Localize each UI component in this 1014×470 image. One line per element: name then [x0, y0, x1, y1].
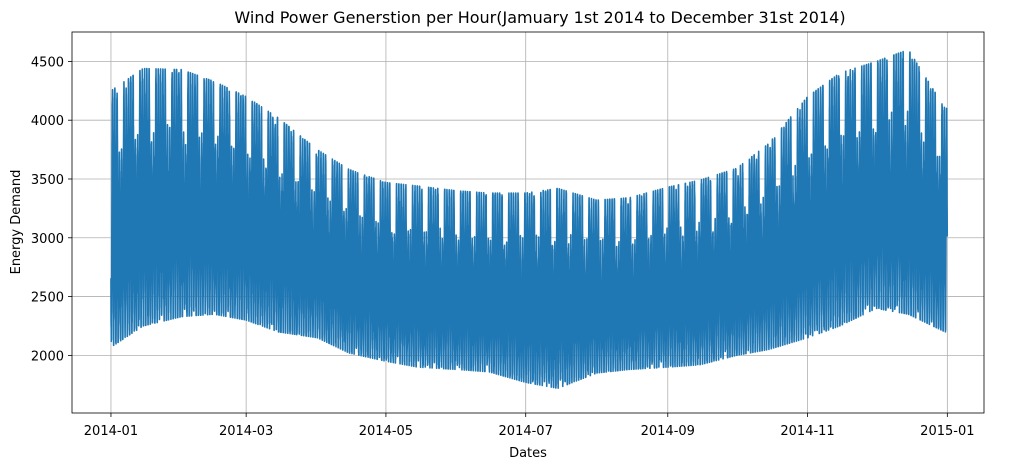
x-tick-label: 2014-11 [780, 424, 834, 439]
x-tick-label: 2014-07 [499, 424, 553, 439]
y-tick-label: 4000 [31, 114, 64, 129]
plot-frame [71, 31, 985, 414]
x-tick-label: 2014-01 [84, 424, 138, 439]
y-tick-label: 2000 [31, 349, 64, 364]
y-tick-label: 2500 [31, 291, 64, 306]
y-tick-label: 3500 [31, 173, 64, 188]
y-tick-label: 3000 [31, 232, 64, 247]
series-energy-demand [110, 50, 949, 389]
x-axis-label: Dates [509, 446, 547, 461]
x-tick-label: 2015-01 [920, 424, 974, 439]
y-axis-ticks: 2000 2500 3000 3500 4000 4500 [31, 55, 72, 364]
x-tick-label: 2014-05 [359, 424, 413, 439]
x-tick-label: 2014-03 [219, 424, 273, 439]
y-tick-label: 4500 [31, 55, 64, 70]
x-tick-label: 2014-09 [641, 424, 695, 439]
chart-title: Wind Power Generstion per Hour(Jamuary 1… [234, 8, 845, 27]
series-line [110, 50, 949, 389]
x-axis-ticks: 2014-01 2014-03 2014-05 2014-07 2014-09 2014-… [84, 413, 975, 439]
y-axis-label: Energy Demand [9, 170, 24, 275]
